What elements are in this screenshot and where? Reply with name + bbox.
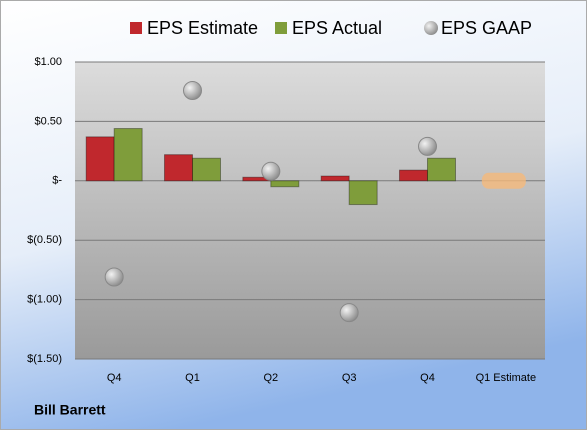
legend-marker bbox=[275, 22, 287, 34]
x-tick-label: Q1 bbox=[185, 372, 200, 384]
gaap-point bbox=[261, 161, 281, 181]
plot-area bbox=[75, 62, 545, 359]
legend-label: EPS GAAP bbox=[441, 18, 532, 38]
footer: Bill Barrett bbox=[34, 402, 106, 418]
y-tick-label: $- bbox=[52, 175, 62, 187]
x-tick-label: Q3 bbox=[342, 372, 357, 384]
gaap-point bbox=[104, 267, 124, 287]
x-tick-label: Q2 bbox=[263, 372, 278, 384]
bar bbox=[270, 180, 300, 188]
bar bbox=[164, 154, 193, 182]
y-tick-label: $0.50 bbox=[34, 115, 62, 127]
x-tick-label: Q1 Estimate bbox=[476, 372, 537, 384]
gaap-point bbox=[183, 81, 202, 101]
gaap-point bbox=[339, 303, 359, 323]
y-tick-label: $(0.50) bbox=[27, 234, 62, 246]
bar bbox=[427, 157, 456, 182]
bar bbox=[113, 128, 143, 182]
legend-marker bbox=[424, 21, 438, 35]
bar bbox=[348, 180, 378, 206]
bar bbox=[399, 169, 428, 182]
bar bbox=[320, 175, 350, 182]
x-tick-label: Q4 bbox=[107, 372, 122, 384]
gaap-point bbox=[418, 136, 437, 156]
legend-label: EPS Estimate bbox=[147, 18, 258, 38]
bar bbox=[192, 157, 221, 182]
y-tick-label: $(1.50) bbox=[27, 353, 62, 365]
estimate-bar bbox=[481, 172, 526, 189]
bar bbox=[85, 136, 115, 182]
legend-label: EPS Actual bbox=[292, 18, 382, 38]
y-tick-label: $(1.00) bbox=[27, 294, 62, 306]
legend-marker bbox=[130, 22, 142, 34]
x-tick-label: Q4 bbox=[420, 372, 435, 384]
y-tick-label: $1.00 bbox=[34, 56, 62, 68]
